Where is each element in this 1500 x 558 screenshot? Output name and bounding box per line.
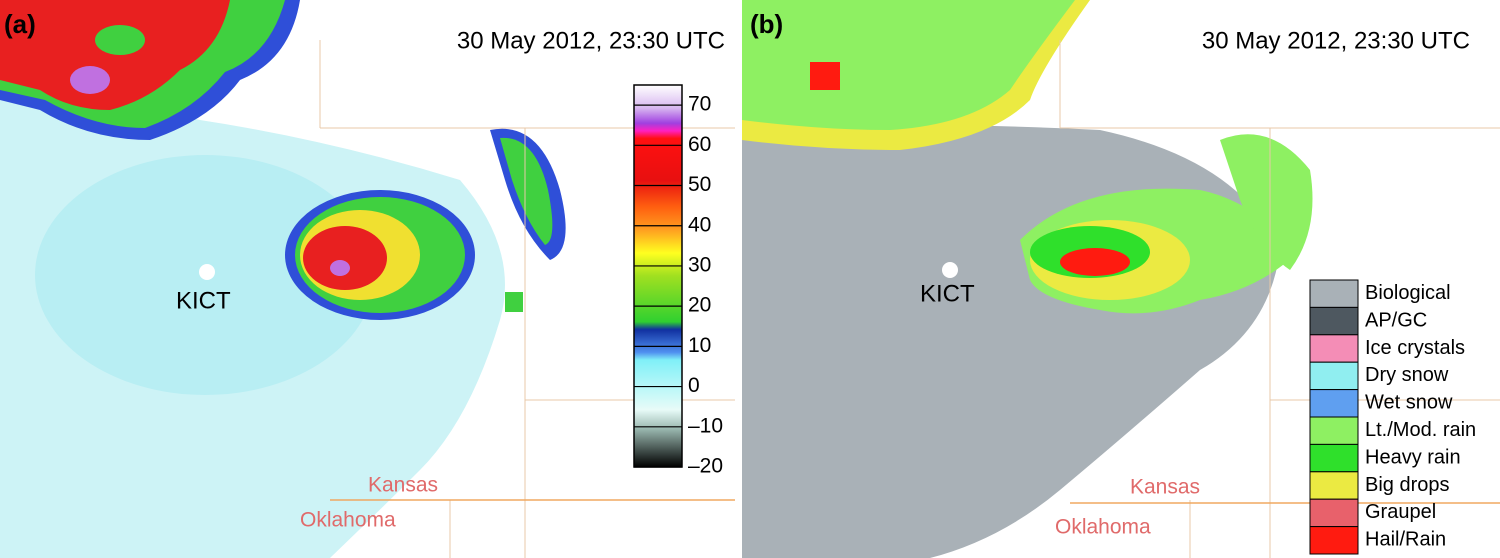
- colorbar-tick-label: 30: [688, 253, 711, 276]
- legend-label: Biological: [1365, 282, 1451, 304]
- timestamp: 30 May 2012, 23:30 UTC: [457, 27, 725, 54]
- colorbar-tick-label: 40: [688, 213, 711, 236]
- colorbar-tick-label: 50: [688, 173, 711, 196]
- legend-label: Heavy rain: [1365, 446, 1461, 468]
- legend-label: Wet snow: [1365, 392, 1453, 414]
- legend-swatch: [1309, 389, 1359, 418]
- legend-label: Hail/Rain: [1365, 529, 1446, 551]
- timestamp: 30 May 2012, 23:30 UTC: [1202, 27, 1470, 54]
- legend-swatch: [1309, 361, 1359, 391]
- colorbar-tick-label: 10: [688, 334, 711, 357]
- legend-swatch: [1309, 526, 1359, 555]
- radar-label: KICT: [920, 280, 975, 307]
- panel-b: [742, 0, 1500, 558]
- legend-swatch: [1309, 443, 1359, 473]
- legend-swatch: [1309, 471, 1359, 500]
- legend-swatch: [1309, 498, 1359, 528]
- legend-swatch: [1309, 334, 1359, 363]
- panel-label: (a): [4, 9, 36, 39]
- state-label: Kansas: [368, 474, 438, 497]
- legend-label: AP/GC: [1365, 309, 1427, 331]
- state-label: Oklahoma: [300, 509, 396, 532]
- colorbar-tick-label: –10: [688, 414, 723, 437]
- state-label: Oklahoma: [1055, 516, 1151, 539]
- panel-a: [0, 0, 735, 558]
- legend-swatch: [1309, 416, 1359, 445]
- legend-label: Ice crystals: [1365, 337, 1465, 359]
- colorbar-tick-label: 0: [688, 374, 700, 397]
- legend-label: Big drops: [1365, 474, 1450, 496]
- colorbar-tick-label: 20: [688, 294, 711, 317]
- radar-label: KICT: [176, 287, 231, 314]
- legend-label: Lt./Mod. rain: [1365, 419, 1476, 441]
- colorbar-tick-label: 60: [688, 133, 711, 156]
- panel-label: (b): [750, 9, 783, 39]
- state-label: Kansas: [1130, 476, 1200, 499]
- legend-label: Graupel: [1365, 501, 1436, 523]
- colorbar-tick-label: –20: [688, 455, 723, 478]
- colorbar-tick-label: 70: [688, 93, 711, 116]
- legend-swatch: [1309, 279, 1359, 308]
- legend-label: Dry snow: [1365, 364, 1449, 386]
- legend-swatch: [1309, 306, 1359, 336]
